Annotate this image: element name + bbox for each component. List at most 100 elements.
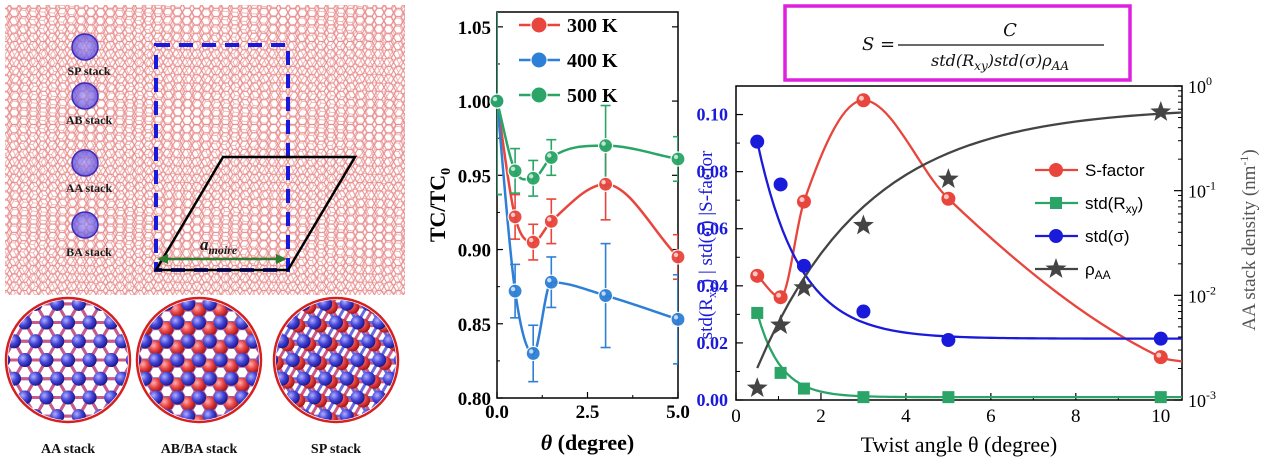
data-point-highlight bbox=[943, 194, 949, 200]
data-point bbox=[1153, 350, 1168, 365]
ba-site-marker bbox=[71, 211, 99, 239]
data-point bbox=[507, 283, 523, 299]
inset-bond bbox=[230, 415, 244, 420]
right-y-tick-label: 100 bbox=[1188, 74, 1212, 97]
atom-bottom bbox=[329, 428, 343, 442]
inset-bond bbox=[122, 435, 133, 454]
atom-bottom bbox=[61, 390, 75, 405]
inset-bond bbox=[8, 303, 16, 324]
atom-top bbox=[159, 359, 174, 374]
atom-bottom bbox=[50, 334, 65, 349]
inset-bond bbox=[422, 397, 433, 416]
x-axis-title: θ (degree) bbox=[541, 430, 634, 455]
atom-top bbox=[421, 431, 435, 445]
atom-bottom bbox=[318, 334, 333, 349]
atom-bottom bbox=[235, 353, 250, 367]
atom-bottom bbox=[104, 353, 119, 367]
atom-top bbox=[61, 428, 75, 442]
atom-bottom bbox=[192, 353, 206, 367]
atom-top bbox=[192, 303, 206, 318]
inset-bond bbox=[285, 435, 296, 454]
atom-top bbox=[181, 359, 196, 374]
y-tick-label: 0.08 bbox=[697, 162, 729, 182]
atom-bottom bbox=[82, 353, 97, 367]
atom-top bbox=[453, 412, 467, 426]
inset-bond bbox=[219, 415, 233, 420]
data-point bbox=[941, 191, 956, 206]
inset-bond bbox=[455, 435, 466, 454]
atom-bottom bbox=[71, 371, 86, 386]
atom-top bbox=[202, 359, 217, 374]
inset-bond bbox=[0, 360, 3, 379]
x-tick-label: 5.0 bbox=[666, 402, 690, 423]
data-point bbox=[489, 93, 505, 109]
atom-bottom bbox=[426, 409, 440, 423]
inset-bond bbox=[388, 415, 396, 420]
atom-bottom bbox=[339, 334, 354, 349]
x-tick-label: 0 bbox=[731, 406, 741, 427]
atom-top bbox=[115, 300, 128, 311]
ab-stack-label: AB stack bbox=[66, 113, 113, 127]
inset-bond bbox=[422, 360, 433, 379]
inset-bond bbox=[307, 422, 318, 441]
inset-bond bbox=[133, 397, 144, 416]
atom-bottom bbox=[115, 300, 128, 311]
atom-bottom bbox=[39, 428, 53, 442]
inset-bond bbox=[188, 422, 199, 441]
atom-top bbox=[18, 428, 32, 442]
series-line-300k bbox=[497, 100, 678, 258]
inset-bond bbox=[0, 304, 3, 323]
data-point-highlight bbox=[1156, 352, 1162, 358]
inset-bond bbox=[466, 435, 477, 454]
data-point-highlight bbox=[601, 291, 606, 296]
inset-bond bbox=[394, 324, 396, 346]
inset-bond bbox=[428, 419, 439, 438]
inset-bond bbox=[406, 438, 417, 457]
data-point-highlight bbox=[673, 154, 679, 160]
data-point-highlight bbox=[492, 96, 498, 102]
atom-bottom bbox=[350, 353, 365, 367]
x-tick-label: 10 bbox=[1151, 406, 1170, 427]
atom-top bbox=[399, 319, 413, 333]
inset-bond bbox=[144, 435, 155, 454]
atom-top bbox=[170, 340, 185, 355]
inset-bond bbox=[165, 416, 176, 435]
atom-bottom bbox=[459, 428, 473, 442]
atom-top bbox=[224, 396, 239, 411]
atom-top bbox=[8, 315, 11, 330]
inset-bond bbox=[439, 419, 450, 438]
atom-top bbox=[421, 356, 435, 370]
legend-label: S-factor bbox=[1085, 161, 1145, 180]
atom-bottom bbox=[17, 353, 32, 367]
legend-label: ρAA bbox=[1085, 260, 1111, 282]
atom-bottom bbox=[405, 372, 419, 386]
inset-bond bbox=[0, 285, 3, 304]
right-y-tick-label: 10-1 bbox=[1188, 179, 1216, 202]
data-point bbox=[543, 149, 559, 166]
data-point-highlight bbox=[529, 349, 534, 354]
inset-bond bbox=[417, 401, 428, 420]
atom-bottom bbox=[126, 428, 140, 442]
atom-top bbox=[276, 393, 284, 408]
atom-bottom bbox=[116, 297, 130, 311]
inset-bond bbox=[120, 415, 128, 420]
atom-bottom bbox=[125, 315, 128, 330]
inset-bond bbox=[406, 344, 417, 363]
atom-bottom bbox=[61, 428, 75, 442]
inset-bond bbox=[0, 397, 3, 416]
inset-bond bbox=[379, 435, 390, 454]
series-line-500k bbox=[497, 100, 678, 181]
inset-bond bbox=[401, 341, 412, 360]
atom-bottom bbox=[159, 371, 174, 386]
atom-top bbox=[291, 431, 305, 445]
atom-bottom bbox=[139, 315, 142, 330]
atom-top bbox=[139, 303, 142, 318]
atom-bottom bbox=[426, 372, 440, 386]
moire-lattice-panel bbox=[5, 5, 405, 295]
atom-bottom bbox=[28, 334, 43, 349]
stack-insets bbox=[0, 285, 477, 457]
inset-bond bbox=[177, 422, 188, 441]
right-y-tick-label: 10-2 bbox=[1188, 283, 1216, 306]
legend-label: std(Rxy) bbox=[1085, 194, 1143, 216]
series-line-400k bbox=[497, 100, 678, 355]
